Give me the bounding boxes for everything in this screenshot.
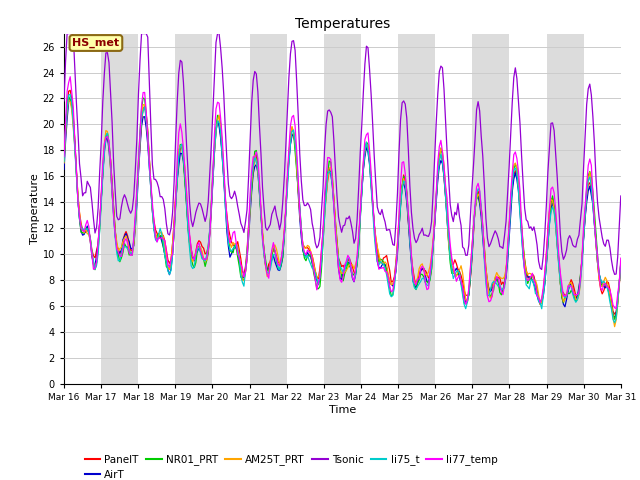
AirT <box>60 167 68 172</box>
li77_temp <box>617 255 625 261</box>
li75_t <box>246 204 254 209</box>
NR01_PRT <box>130 238 138 244</box>
PanelT <box>60 158 68 164</box>
li75_t <box>617 261 625 266</box>
Legend: PanelT, AirT, NR01_PRT, AM25T_PRT, Tsonic, li75_t, li77_temp: PanelT, AirT, NR01_PRT, AM25T_PRT, Tsoni… <box>81 450 502 480</box>
AM25T_PRT <box>228 244 236 250</box>
Tsonic <box>305 203 313 208</box>
AirT <box>130 243 138 249</box>
li75_t <box>228 248 236 254</box>
AirT <box>617 261 625 266</box>
Bar <box>472 34 509 384</box>
NR01_PRT <box>305 252 313 258</box>
Title: Temperatures: Temperatures <box>295 17 390 31</box>
NR01_PRT <box>60 159 68 165</box>
PanelT <box>305 247 313 252</box>
AM25T_PRT <box>611 324 618 330</box>
NR01_PRT <box>588 174 595 180</box>
Tsonic <box>60 98 68 104</box>
PanelT <box>130 240 138 245</box>
Tsonic <box>63 31 71 36</box>
Line: li77_temp: li77_temp <box>64 77 621 309</box>
li75_t <box>130 237 138 243</box>
li75_t <box>255 187 263 192</box>
NR01_PRT <box>611 316 618 322</box>
Tsonic <box>611 272 618 277</box>
li75_t <box>305 257 313 263</box>
PanelT <box>228 239 236 245</box>
NR01_PRT <box>617 259 625 265</box>
AM25T_PRT <box>60 160 68 166</box>
AM25T_PRT <box>588 178 595 184</box>
AM25T_PRT <box>246 205 254 211</box>
Line: Tsonic: Tsonic <box>64 34 621 275</box>
Bar <box>175 34 212 384</box>
Line: PanelT: PanelT <box>64 90 621 314</box>
AirT <box>67 96 74 102</box>
X-axis label: Time: Time <box>329 405 356 415</box>
Line: NR01_PRT: NR01_PRT <box>64 96 621 319</box>
li75_t <box>611 320 618 325</box>
PanelT <box>246 203 254 209</box>
NR01_PRT <box>65 94 72 99</box>
Bar <box>324 34 361 384</box>
Tsonic <box>130 193 138 199</box>
li77_temp <box>228 237 236 243</box>
AirT <box>246 210 254 216</box>
Tsonic <box>255 122 263 128</box>
Tsonic <box>588 92 595 98</box>
Bar <box>547 34 584 384</box>
AirT <box>305 253 313 259</box>
AirT <box>588 192 595 198</box>
PanelT <box>67 87 74 93</box>
AM25T_PRT <box>255 186 263 192</box>
Line: AM25T_PRT: AM25T_PRT <box>64 100 621 327</box>
Bar <box>250 34 287 384</box>
Line: li75_t: li75_t <box>64 94 621 323</box>
Y-axis label: Temperature: Temperature <box>29 173 40 244</box>
li77_temp <box>255 178 263 184</box>
AM25T_PRT <box>617 260 625 266</box>
AirT <box>611 316 618 322</box>
PanelT <box>588 187 595 192</box>
AirT <box>255 189 263 194</box>
li77_temp <box>588 162 595 168</box>
Tsonic <box>228 196 236 202</box>
Line: AirT: AirT <box>64 99 621 319</box>
li77_temp <box>305 249 313 254</box>
Bar <box>398 34 435 384</box>
NR01_PRT <box>228 249 236 255</box>
AM25T_PRT <box>130 241 138 247</box>
Tsonic <box>617 193 625 199</box>
li75_t <box>67 91 74 97</box>
Text: HS_met: HS_met <box>72 38 120 48</box>
Bar <box>101 34 138 384</box>
PanelT <box>611 311 618 317</box>
Tsonic <box>246 138 254 144</box>
AirT <box>228 251 236 256</box>
PanelT <box>617 262 625 267</box>
NR01_PRT <box>246 203 254 209</box>
li75_t <box>60 158 68 164</box>
li77_temp <box>612 306 620 312</box>
li77_temp <box>67 74 74 80</box>
li77_temp <box>130 234 138 240</box>
AM25T_PRT <box>305 244 313 250</box>
PanelT <box>255 184 263 190</box>
li77_temp <box>246 191 254 196</box>
AM25T_PRT <box>65 97 72 103</box>
li75_t <box>588 183 595 189</box>
li77_temp <box>60 154 68 159</box>
NR01_PRT <box>255 190 263 195</box>
